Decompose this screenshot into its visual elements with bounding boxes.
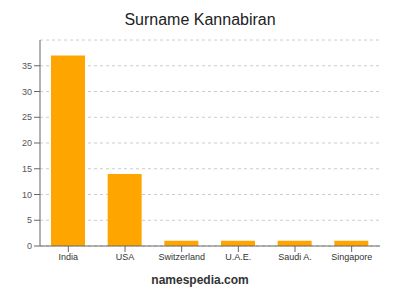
svg-text:35: 35	[22, 61, 32, 71]
html-text:namespedia.com: namespedia.com	[151, 273, 249, 287]
svg-text:India: India	[59, 252, 79, 262]
svg-text:USA: USA	[116, 252, 135, 262]
svg-text:5: 5	[27, 215, 32, 225]
svg-text:Singapore: Singapore	[331, 252, 372, 262]
svg-text:25: 25	[22, 112, 32, 122]
svg-text:30: 30	[22, 87, 32, 97]
svg-text:Switzerland: Switzerland	[158, 252, 205, 262]
svg-text:10: 10	[22, 190, 32, 200]
svg-text:15: 15	[22, 164, 32, 174]
svg-text:Saudi A.: Saudi A.	[278, 252, 312, 262]
svg-text:0: 0	[27, 241, 32, 251]
html-text:Surname Kannabiran: Surname Kannabiran	[124, 11, 276, 28]
svg-text:20: 20	[22, 138, 32, 148]
svg-text:U.A.E.: U.A.E.	[225, 252, 251, 262]
